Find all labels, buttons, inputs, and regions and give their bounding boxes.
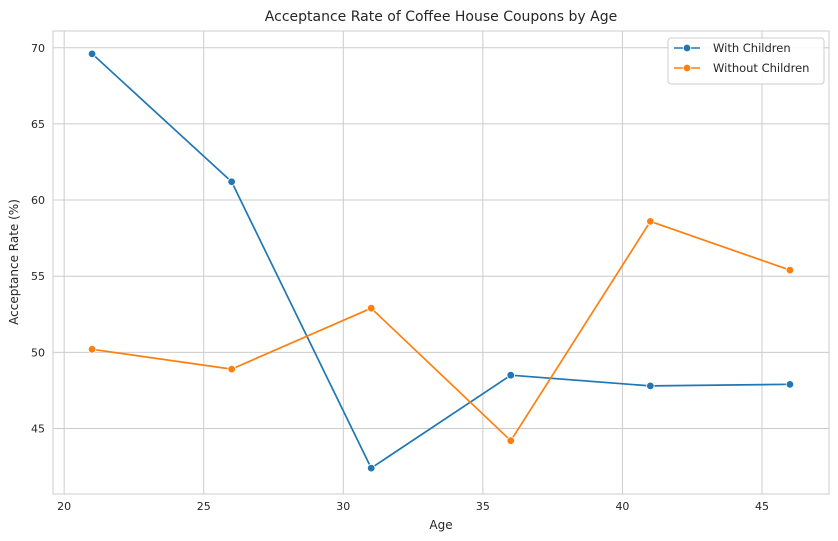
y-tick-label: 55 xyxy=(31,270,45,283)
data-point-with-children xyxy=(785,380,795,389)
grid-lines xyxy=(53,31,829,494)
y-tick-label: 60 xyxy=(31,194,45,207)
y-tick-label: 45 xyxy=(31,423,45,436)
y-tick-label: 65 xyxy=(31,118,45,131)
y-tick-label: 70 xyxy=(31,42,45,55)
data-point-without-children xyxy=(87,345,97,354)
x-tick-label: 20 xyxy=(57,500,71,513)
legend-label-without-children: Without Children xyxy=(713,61,809,75)
data-point-with-children xyxy=(646,381,655,391)
data-point-without-children xyxy=(785,265,795,275)
plot-area xyxy=(52,30,830,495)
legend: With Children Without Children xyxy=(667,37,825,85)
x-tick-label: 45 xyxy=(755,500,769,513)
data-point-without-children xyxy=(646,217,655,226)
legend-marker-with-children xyxy=(682,43,692,53)
x-tick-label: 40 xyxy=(615,500,629,513)
data-point-with-children xyxy=(367,463,376,473)
data-point-with-children xyxy=(506,371,515,380)
data-point-without-children xyxy=(506,436,515,445)
x-tick-label: 25 xyxy=(197,500,211,513)
legend-label-with-children: With Children xyxy=(713,41,791,55)
data-point-with-children xyxy=(227,177,236,186)
series-group xyxy=(87,49,795,473)
chart-title: Acceptance Rate of Coffee House Coupons … xyxy=(265,9,617,25)
x-tick-label: 35 xyxy=(476,500,490,513)
legend-box xyxy=(667,37,825,85)
y-axis-label: Acceptance Rate (%) xyxy=(7,199,21,325)
y-tick-label: 50 xyxy=(31,346,45,359)
series-line-with-children xyxy=(91,53,790,469)
x-axis-label: Age xyxy=(429,518,452,532)
tick-labels: 20 25 30 35 40 45 45 50 55 60 65 70 xyxy=(31,42,769,513)
legend-marker-without-children xyxy=(682,63,692,73)
data-point-with-children xyxy=(87,49,97,59)
data-point-without-children xyxy=(227,364,236,374)
series-line-without-children xyxy=(91,220,791,442)
x-tick-label: 30 xyxy=(336,500,350,513)
data-point-without-children xyxy=(367,303,376,313)
